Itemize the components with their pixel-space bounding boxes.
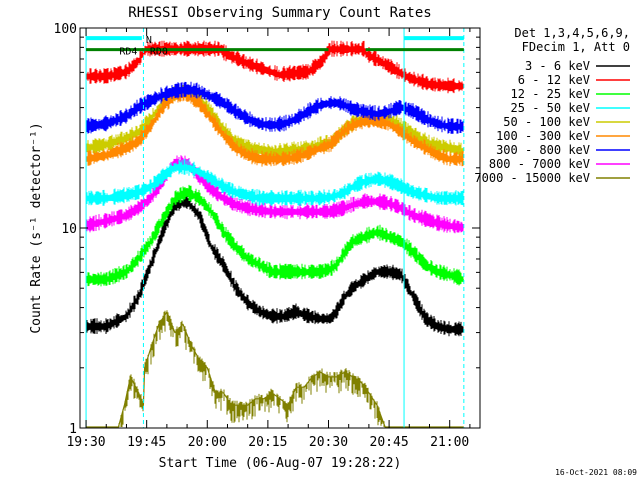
legend-label-3: 12 - 25 keV xyxy=(511,87,590,101)
info-line-1: Det 1,3,4,5,6,9, xyxy=(514,26,630,40)
series-6 xyxy=(85,86,464,167)
series-1 xyxy=(86,193,464,337)
legend-label-2: 6 - 12 keV xyxy=(518,73,590,87)
legend-label-5: 50 - 100 keV xyxy=(503,115,590,129)
data-layer xyxy=(85,40,464,428)
x-tick-label-4: 20:15 xyxy=(248,435,287,450)
annotation-label-n: N xyxy=(146,35,152,46)
series-4 xyxy=(86,159,464,206)
x-tick-label-3: 20:00 xyxy=(188,435,227,450)
annotation-label-rd4: RD4 xyxy=(119,47,137,58)
legend: Det 1,3,4,5,6,9, FDecim 1, Att 0 3 - 6 k… xyxy=(474,26,630,185)
legend-label-1: 3 - 6 keV xyxy=(525,59,590,73)
legend-label-7: 300 - 800 keV xyxy=(496,143,590,157)
series-4-noise-band xyxy=(86,159,464,206)
series-6-noise-band xyxy=(86,86,464,167)
series-9 xyxy=(86,310,464,428)
series-3-noise-band xyxy=(86,184,464,287)
series-3 xyxy=(86,184,464,287)
legend-label-8: 800 - 7000 keV xyxy=(489,157,590,171)
legend-label-9: 7000 - 15000 keV xyxy=(474,171,590,185)
y-tick-label-3: 100 xyxy=(54,22,77,37)
x-tick-label-7: 21:00 xyxy=(430,435,469,450)
x-tick-label-2: 19:45 xyxy=(127,435,166,450)
x-axis-label: Start Time (06-Aug-07 19:28:22) xyxy=(159,456,402,471)
annotation-label-rd0: RD0 xyxy=(150,47,168,58)
y-axis-label: Count Rate (s⁻¹ detector⁻¹) xyxy=(29,122,44,333)
y-tick-label-1: 1 xyxy=(69,422,77,437)
series-1-noise-band xyxy=(86,193,464,337)
info-line-2: FDecim 1, Att 0 xyxy=(522,40,630,54)
chart-title: RHESSI Observing Summary Count Rates xyxy=(128,5,431,21)
axis-layer: 19:30 19:45 20:00 20:15 20:30 20:45 21:00 1 10 10… xyxy=(54,22,480,450)
series-7 xyxy=(86,81,464,134)
legend-label-4: 25 - 50 keV xyxy=(511,101,590,115)
series-9-noise-band xyxy=(118,310,385,427)
footer-date: 16-Oct-2021 08:09 xyxy=(555,468,637,477)
y-tick-label-2: 10 xyxy=(61,222,77,237)
x-tick-label-1: 19:30 xyxy=(66,435,105,450)
series-7-noise-band xyxy=(86,81,464,134)
legend-label-6: 100 - 300 keV xyxy=(496,129,590,143)
x-tick-label-5: 20:30 xyxy=(309,435,348,450)
x-tick-label-6: 20:45 xyxy=(370,435,409,450)
